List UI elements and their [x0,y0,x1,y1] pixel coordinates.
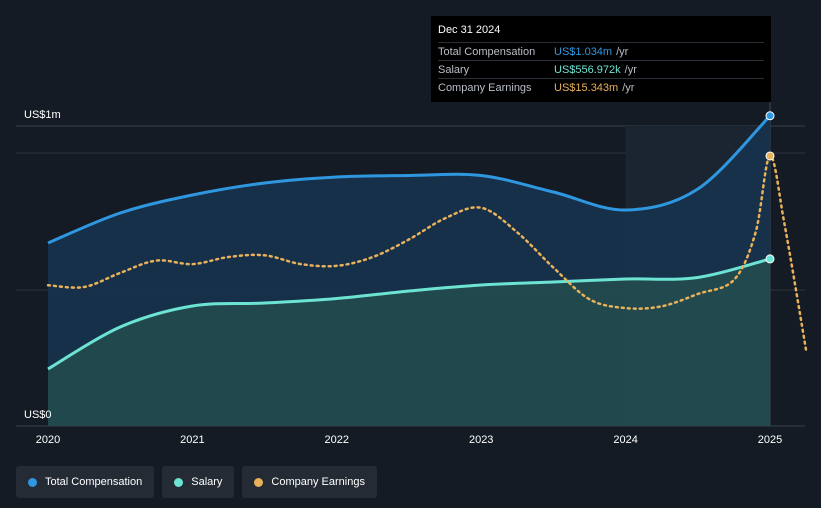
tooltip-label: Company Earnings [438,81,532,94]
y-axis-label-top: US$1m [24,109,61,121]
tooltip-value: US$556.972k [554,63,621,76]
tooltip-unit: /yr [624,63,637,76]
tooltip-unit: /yr [622,81,635,94]
dot-icon [254,477,264,487]
tooltip-value: US$15.343m [554,81,619,94]
tooltip-row-salary: Salary US$556.972k /yr [438,60,764,78]
tooltip-label: Total Compensation [438,45,536,58]
tooltip-label: Salary [438,63,470,76]
x-axis-ticks: 2020 2021 2022 2023 2024 2025 [36,434,782,446]
legend-company-earnings[interactable]: Company Earnings [242,466,377,498]
tooltip-row-earnings: Company Earnings US$15.343m /yr [438,78,764,96]
dot-icon [28,477,37,487]
x-tick-label: 2021 [180,434,204,446]
tooltip-value: US$1.034m [554,45,613,58]
x-tick-label: 2025 [758,434,782,446]
legend-label: Salary [191,476,223,488]
chart-legend: Total Compensation Salary Company Earnin… [16,466,377,498]
x-tick-label: 2022 [325,434,349,446]
earnings-end-marker [765,151,775,161]
salary-line [47,257,771,371]
total-compensation-end-marker [765,111,775,121]
salary-area [48,258,770,426]
company-earnings-line [46,154,808,352]
legend-label: Total Compensation [45,476,143,488]
x-tick-label: 2023 [469,434,493,446]
tooltip-unit: /yr [616,45,629,58]
tooltip-date: Dec 31 2024 [438,24,501,36]
salary-end-marker [765,254,775,264]
x-tick-label: 2020 [36,434,60,446]
legend-salary[interactable]: Salary [162,466,235,498]
legend-total-compensation[interactable]: Total Compensation [16,466,155,498]
hover-tooltip: Dec 31 2024 Total Compensation US$1.034m… [431,16,771,102]
x-tick-label: 2024 [613,434,637,446]
dot-icon [174,477,184,487]
end-markers [765,111,775,264]
total-compensation-line [47,114,772,245]
legend-label: Company Earnings [271,476,365,488]
tooltip-row-total: Total Compensation US$1.034m /yr [438,42,764,60]
y-axis-label-bottom: US$0 [24,409,52,421]
